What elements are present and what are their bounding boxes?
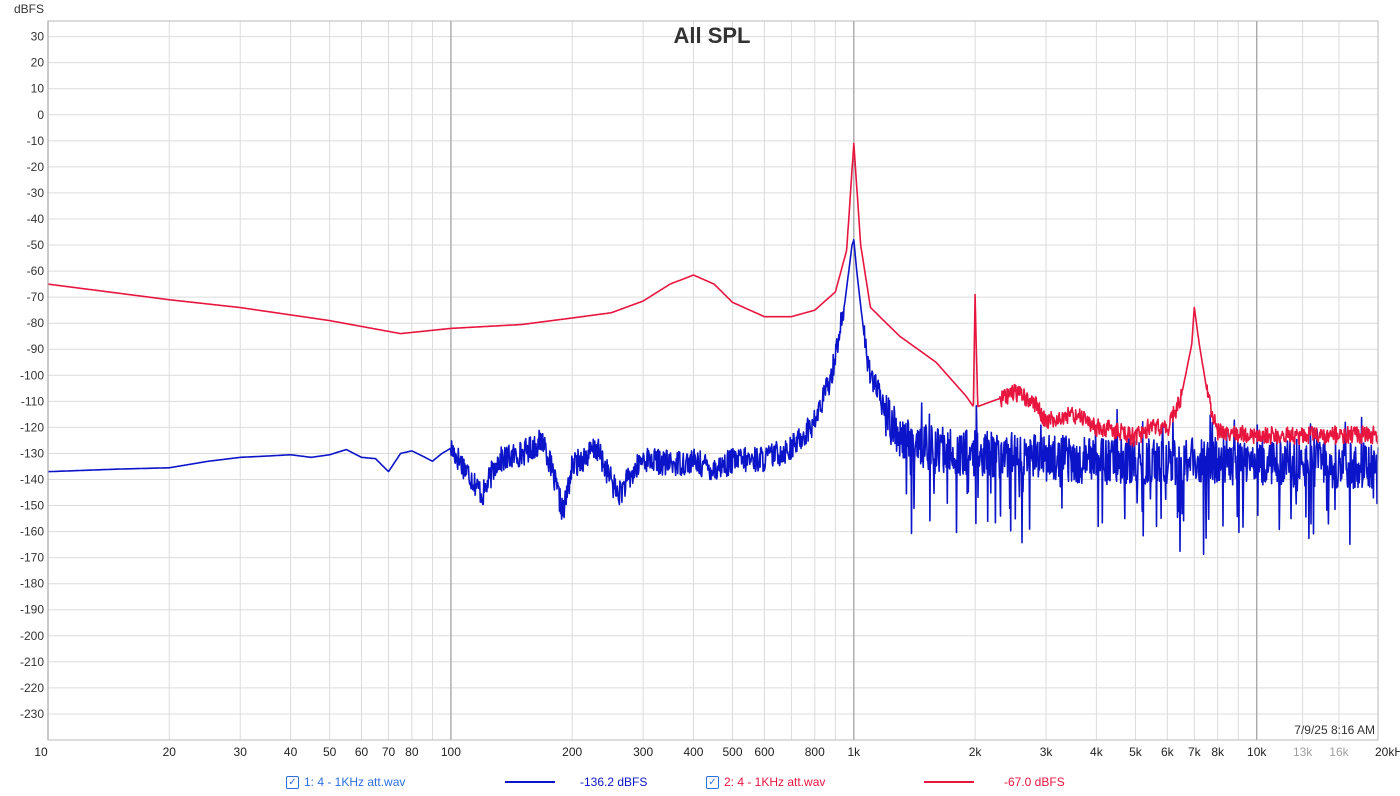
x-tick-label: 10k — [1247, 745, 1267, 759]
x-axis-ticks: 10 20 30 40 50 60 70 80 100 200 300 400 500 600 800 1k 2… — [34, 745, 1400, 759]
y-tick-label: -210 — [20, 655, 44, 669]
y-axis-label: dBFS — [14, 2, 44, 16]
x-tick-label: 7k — [1188, 745, 1202, 759]
y-tick-label: -40 — [27, 212, 45, 226]
series-line-1 — [47, 239, 1379, 556]
series-lines — [47, 142, 1379, 556]
y-tick-label: -190 — [20, 603, 44, 617]
x-tick-label: 50 — [323, 745, 337, 759]
y-tick-label: -50 — [27, 238, 45, 252]
y-tick-label: -180 — [20, 577, 44, 591]
x-tick-label: 6k — [1161, 745, 1175, 759]
y-tick-label: -100 — [20, 368, 44, 382]
y-tick-label: -150 — [20, 499, 44, 513]
y-tick-label: -30 — [27, 186, 45, 200]
y-tick-label: -120 — [20, 420, 44, 434]
x-tick-label: 60 — [355, 745, 369, 759]
legend-swatch-1 — [505, 781, 555, 783]
legend-checkbox-1[interactable]: ✓ — [286, 775, 299, 789]
x-tick-label: 8k — [1211, 745, 1225, 759]
series-line-2 — [47, 142, 1379, 447]
x-tick-label: 20 — [163, 745, 177, 759]
x-tick-label: 4k — [1090, 745, 1104, 759]
y-tick-label: -110 — [21, 394, 44, 408]
x-tick-label: 1k — [847, 745, 861, 759]
x-tick-label: 2k — [969, 745, 983, 759]
x-tick-label: 200 — [562, 745, 582, 759]
x-tick-label: 16k — [1329, 745, 1349, 759]
x-tick-label: 3k — [1040, 745, 1054, 759]
y-tick-label: -90 — [27, 342, 45, 356]
legend-item-2[interactable]: ✓ 2: 4 - 1KHz att.wav — [706, 772, 825, 792]
y-tick-label: 0 — [37, 108, 44, 122]
x-tick-label: 10 — [34, 745, 48, 759]
x-tick-label: 100 — [441, 745, 461, 759]
y-tick-label: 30 — [31, 30, 45, 44]
x-tick-label: 70 — [382, 745, 396, 759]
y-tick-label: -140 — [20, 472, 44, 486]
x-tick-label: 20kHz — [1375, 745, 1400, 759]
plot-area — [48, 21, 1378, 740]
x-tick-label: 800 — [805, 745, 825, 759]
x-tick-label: 5k — [1129, 745, 1143, 759]
plot-border — [47, 20, 1379, 741]
y-tick-label: -20 — [27, 160, 45, 174]
y-tick-label: -160 — [20, 525, 44, 539]
x-tick-label: 600 — [754, 745, 774, 759]
y-tick-label: -170 — [20, 551, 44, 565]
legend-value-2: -67.0 dBFS — [1004, 775, 1065, 789]
legend-value-1: -136.2 dBFS — [580, 775, 648, 789]
y-tick-label: -230 — [20, 707, 44, 721]
y-tick-label: -70 — [27, 290, 45, 304]
y-tick-label: 10 — [31, 82, 45, 96]
legend-label-1: 1: 4 - 1KHz att.wav — [304, 775, 406, 789]
legend-swatch-2-wrap — [924, 772, 974, 792]
legend-label-2: 2: 4 - 1KHz att.wav — [724, 775, 826, 789]
x-tick-label: 300 — [633, 745, 653, 759]
x-tick-label: 80 — [405, 745, 419, 759]
y-tick-label: -200 — [20, 629, 44, 643]
legend-checkbox-2[interactable]: ✓ — [706, 775, 719, 789]
x-tick-label: 400 — [683, 745, 703, 759]
y-axis-ticks: 30 20 10 0 -10 -20 -30 -40 -50 -60 -70 -80 -90 -100 -1… — [20, 30, 44, 721]
y-tick-label: -10 — [27, 134, 45, 148]
legend-swatch-1-wrap — [505, 772, 555, 792]
y-tick-label: -220 — [20, 681, 44, 695]
y-tick-label: -130 — [20, 446, 44, 460]
y-tick-label: 20 — [31, 56, 45, 70]
y-tick-label: -80 — [27, 316, 45, 330]
y-tick-label: -60 — [27, 264, 45, 278]
timestamp: 7/9/25 8:16 AM — [1294, 723, 1375, 737]
x-tick-label: 40 — [284, 745, 298, 759]
chart-title: All SPL — [673, 23, 750, 48]
x-tick-label: 500 — [723, 745, 743, 759]
legend-swatch-2 — [924, 781, 974, 783]
x-tick-label: 30 — [234, 745, 248, 759]
x-tick-label: 13k — [1293, 745, 1313, 759]
legend-item-1[interactable]: ✓ 1: 4 - 1KHz att.wav — [286, 772, 405, 792]
